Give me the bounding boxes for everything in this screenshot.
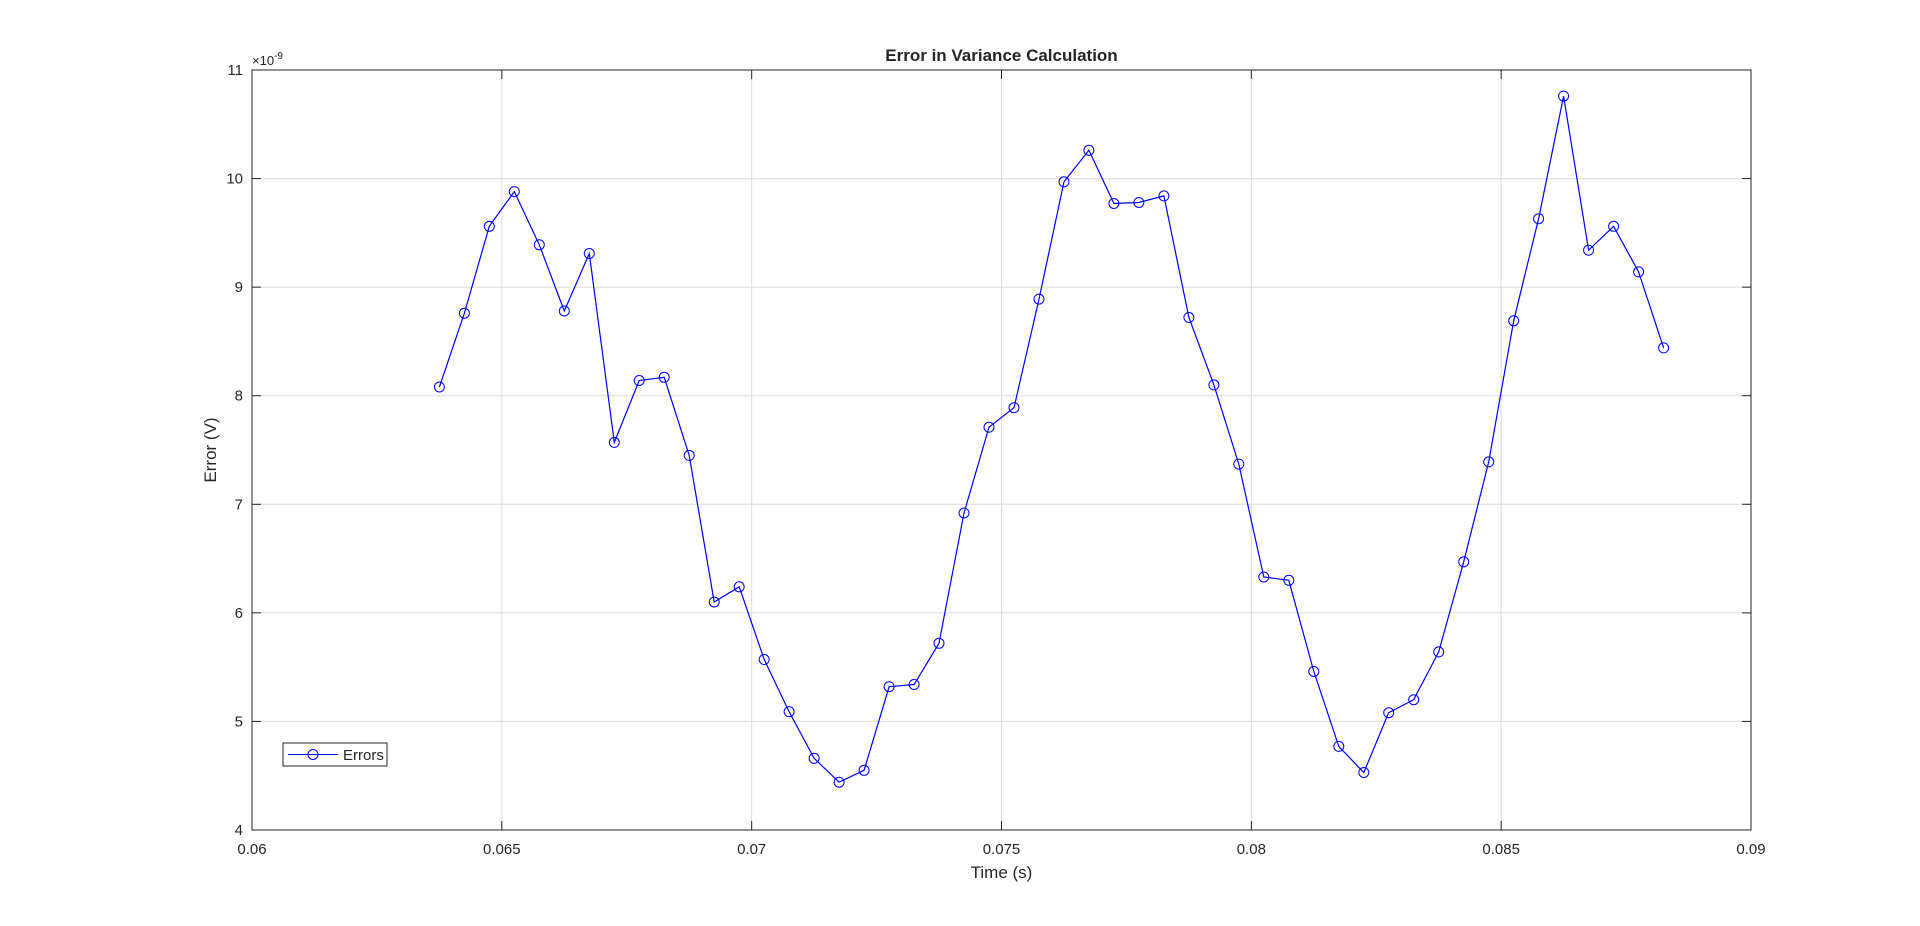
data-point	[1383, 707, 1395, 719]
data-point	[1333, 740, 1345, 752]
y-tick-label: 8	[235, 388, 243, 405]
data-point	[1533, 213, 1545, 225]
x-tick-label: 0.075	[983, 841, 1021, 858]
data-point	[1483, 456, 1495, 468]
axis-ticks: 0.06 0.065 0.07 0.075 0.08 0.085 0.09 4 5 6 7 8 9 10 1…	[226, 62, 1765, 858]
x-tick-label: 0.065	[483, 841, 521, 858]
data-point	[608, 436, 620, 448]
data-point	[433, 381, 445, 393]
data-point	[483, 220, 495, 232]
y-tick-label: 9	[235, 279, 243, 296]
y-tick-label: 4	[235, 822, 243, 839]
data-point	[1433, 646, 1445, 658]
data-point	[1183, 312, 1195, 323]
data-point	[1658, 342, 1670, 354]
data-point	[558, 305, 570, 317]
data-point	[1033, 293, 1045, 305]
legend-marker	[307, 749, 319, 760]
y-axis-label: Error (V)	[201, 417, 220, 482]
data-point	[1358, 767, 1370, 778]
data-point	[833, 776, 845, 788]
data-point	[1633, 266, 1645, 278]
y-tick-label: 5	[235, 713, 243, 730]
y-exponent-base: ×10	[252, 53, 274, 68]
data-point	[783, 706, 795, 718]
data-point	[508, 186, 520, 198]
y-exponent-power: -9	[274, 51, 283, 62]
y-tick-label: 7	[235, 496, 243, 513]
data-point	[458, 307, 470, 319]
data-point	[708, 596, 720, 608]
data-point	[1408, 694, 1420, 706]
y-tick-label: 6	[235, 605, 243, 622]
data-point	[1208, 379, 1220, 391]
data-point	[1058, 176, 1070, 188]
data-point	[1308, 666, 1320, 677]
data-point	[1458, 556, 1470, 568]
x-tick-label: 0.085	[1482, 841, 1520, 858]
chart-title: Error in Variance Calculation	[885, 46, 1117, 65]
series-errors	[433, 90, 1670, 788]
data-point	[633, 375, 645, 386]
y-exponent-label: ×10-9	[252, 51, 283, 68]
data-point	[1233, 458, 1245, 470]
data-point	[858, 764, 870, 776]
data-point	[933, 637, 945, 649]
data-point	[1558, 90, 1570, 102]
x-tick-label: 0.06	[237, 841, 266, 858]
data-point	[983, 421, 995, 433]
data-point	[958, 507, 970, 519]
data-point	[883, 681, 895, 693]
data-point	[583, 248, 595, 259]
data-point	[1258, 571, 1270, 583]
data-point	[733, 581, 745, 593]
y-tick-label: 11	[227, 62, 243, 79]
data-point	[1583, 244, 1595, 256]
data-point	[908, 679, 920, 690]
data-point	[1608, 220, 1620, 232]
data-point	[1083, 144, 1095, 156]
data-point	[658, 371, 670, 383]
data-point	[1158, 190, 1170, 202]
legend: Errors	[282, 742, 388, 767]
y-tick-label: 10	[226, 171, 243, 188]
grid	[252, 70, 1751, 830]
legend-label: Errors	[343, 747, 384, 764]
data-point	[683, 449, 695, 461]
data-point	[1108, 198, 1120, 209]
x-tick-label: 0.08	[1237, 841, 1266, 858]
series-line	[438, 95, 1665, 783]
data-point	[533, 239, 545, 251]
data-point	[1508, 315, 1520, 327]
x-axis-label: Time (s)	[971, 863, 1033, 882]
data-point	[1133, 197, 1145, 208]
x-tick-label: 0.09	[1736, 841, 1765, 858]
x-tick-label: 0.07	[737, 841, 766, 858]
data-point	[1008, 402, 1020, 414]
data-point	[1283, 574, 1295, 586]
data-point	[808, 752, 820, 764]
data-point	[758, 654, 770, 665]
